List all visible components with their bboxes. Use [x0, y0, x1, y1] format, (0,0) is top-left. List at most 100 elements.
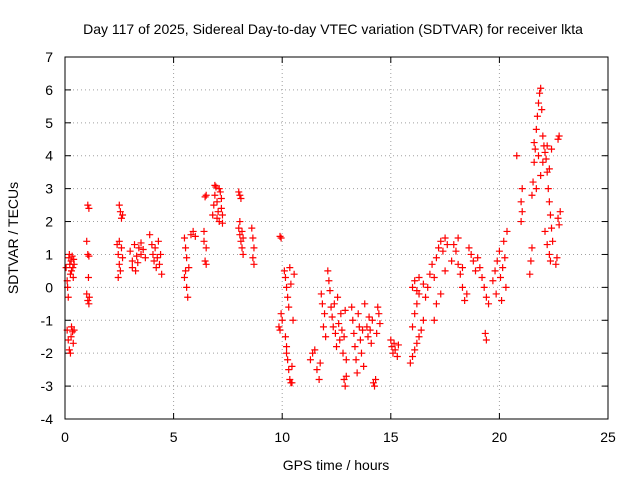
data-point — [321, 310, 329, 318]
data-point — [552, 260, 560, 268]
data-point — [202, 260, 210, 268]
data-point — [548, 224, 556, 232]
data-point — [83, 237, 91, 245]
data-point — [554, 214, 562, 222]
data-point — [154, 237, 162, 245]
data-point — [376, 320, 384, 328]
data-point — [237, 195, 245, 203]
data-point — [411, 346, 419, 354]
data-point — [413, 287, 421, 295]
data-point — [67, 333, 75, 341]
data-point — [338, 326, 346, 334]
data-point — [211, 181, 219, 189]
data-point — [492, 290, 500, 298]
data-point — [537, 171, 545, 179]
x-tick-label: 0 — [61, 429, 69, 445]
data-point — [330, 300, 338, 308]
data-point — [476, 264, 484, 272]
tick-labels: 0 5 10 15 20 25 -4 -3 -2 -1 0 1 2 3 4 5 6 7 — [41, 49, 616, 445]
data-point — [532, 125, 540, 133]
data-point — [158, 270, 166, 278]
data-point — [249, 234, 257, 242]
data-point — [333, 343, 340, 351]
data-point — [461, 297, 469, 305]
data-point — [217, 204, 225, 212]
data-point — [545, 165, 553, 173]
data-point — [150, 257, 158, 265]
data-point — [387, 336, 395, 344]
data-point — [285, 366, 293, 374]
data-point — [363, 323, 371, 331]
data-point — [529, 178, 537, 186]
data-point — [411, 310, 419, 318]
data-point — [437, 237, 445, 245]
data-point — [481, 329, 489, 337]
data-point — [339, 349, 347, 357]
data-point — [70, 260, 78, 268]
data-point — [119, 254, 127, 262]
data-point — [114, 273, 122, 281]
data-point — [288, 362, 296, 370]
data-point — [306, 356, 314, 364]
data-point — [141, 254, 149, 262]
data-point — [317, 290, 325, 298]
data-point — [340, 333, 348, 341]
data-point — [283, 349, 291, 357]
data-point — [354, 310, 362, 318]
data-point — [503, 227, 511, 235]
data-point — [349, 316, 357, 324]
data-point — [202, 244, 210, 252]
data-point — [456, 270, 464, 278]
data-point — [366, 326, 374, 334]
data-point — [454, 260, 462, 268]
data-point — [478, 273, 486, 281]
data-point — [311, 346, 319, 354]
data-point — [217, 195, 225, 203]
data-point — [335, 320, 343, 328]
data-point — [556, 208, 564, 216]
data-point — [215, 185, 223, 193]
data-point — [289, 316, 297, 324]
data-point — [115, 201, 123, 209]
y-tick-label: -2 — [41, 345, 54, 361]
data-point — [533, 112, 541, 120]
data-point — [214, 208, 222, 216]
data-point — [85, 300, 93, 308]
data-point — [331, 329, 339, 337]
data-point — [541, 227, 549, 235]
data-point — [554, 135, 562, 143]
data-point — [313, 366, 321, 374]
data-point — [530, 158, 538, 166]
data-point — [367, 339, 375, 347]
data-point — [546, 211, 554, 219]
data-point — [180, 273, 188, 281]
data-point — [441, 267, 449, 275]
data-point — [361, 300, 369, 308]
data-point — [336, 336, 344, 344]
data-point — [84, 201, 92, 209]
data-point — [148, 241, 156, 249]
data-point — [250, 244, 258, 252]
data-point — [452, 247, 460, 255]
chart-title: Day 117 of 2025, Sidereal Day-to-day VTE… — [83, 21, 583, 37]
data-point — [249, 254, 257, 262]
data-point — [538, 106, 546, 114]
data-point — [500, 237, 508, 245]
data-point — [501, 254, 509, 262]
data-point — [182, 244, 190, 252]
data-point — [437, 290, 445, 298]
data-point — [327, 303, 335, 311]
data-point — [467, 250, 475, 258]
data-point — [280, 267, 288, 275]
data-point — [450, 241, 458, 249]
data-point — [328, 313, 336, 321]
data-point — [373, 329, 381, 337]
data-point — [390, 339, 398, 347]
data-point — [70, 326, 78, 334]
data-point — [355, 323, 363, 331]
data-point — [415, 273, 423, 281]
data-point — [541, 148, 549, 156]
data-point — [549, 237, 557, 245]
data-point — [250, 260, 258, 268]
data-point — [372, 376, 380, 384]
